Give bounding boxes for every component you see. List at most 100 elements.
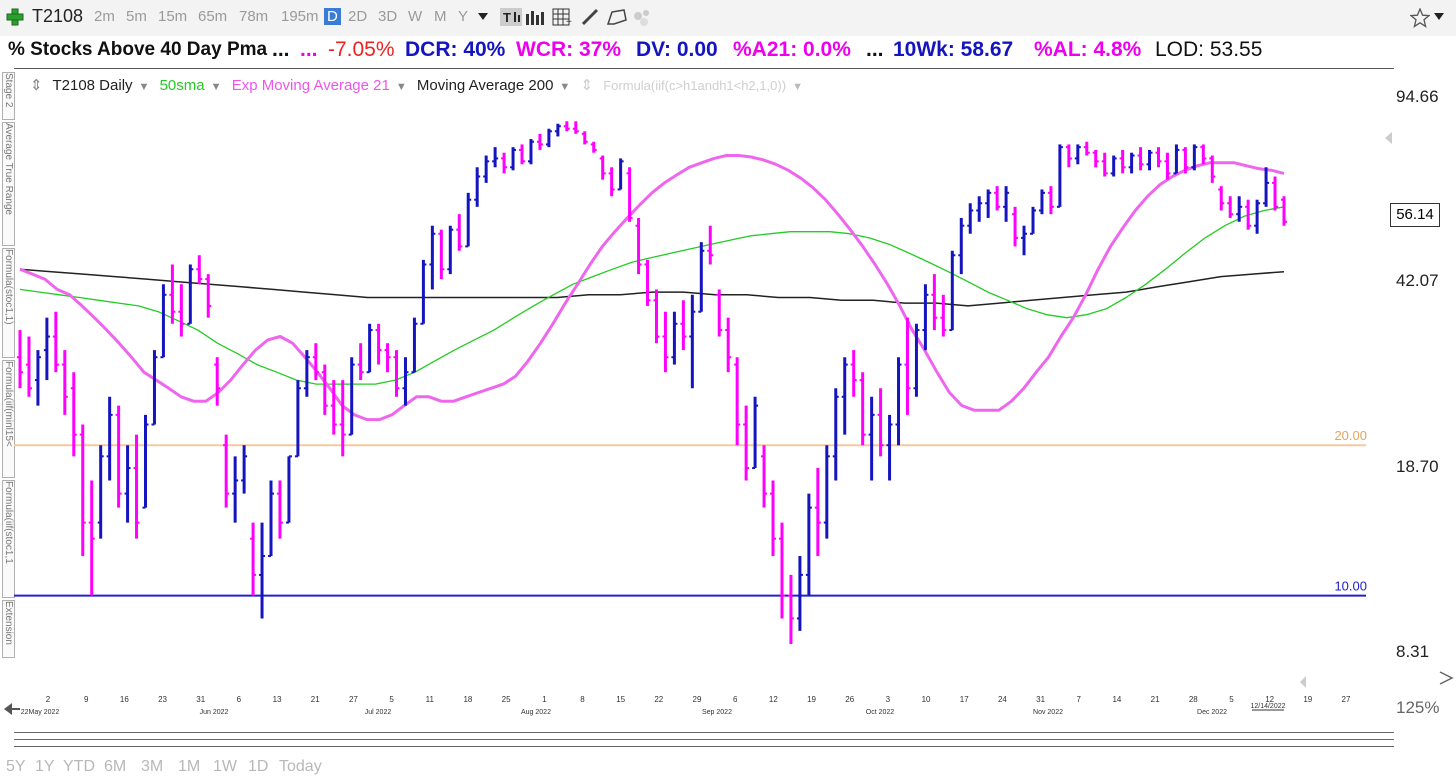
ohlc-bar (958, 217, 965, 275)
chart-scroll-arrow-icon[interactable] (1300, 676, 1306, 688)
timeframe-195m[interactable]: 195m (281, 8, 319, 25)
ohlc-bar (913, 323, 920, 397)
ohlc-bar (393, 350, 400, 397)
ohlc-bar (456, 214, 463, 251)
legend-formula[interactable]: Formula(iif(c>h1andh1<h2,1,0)) (603, 78, 787, 93)
legend-ema21[interactable]: Exp Moving Average 21 (231, 77, 390, 94)
timeframe-65m[interactable]: 65m (198, 8, 228, 25)
range-5y[interactable]: 5Y (6, 758, 26, 775)
sidetab-average-true-range[interactable]: Average True Range (2, 122, 15, 246)
ohlc-bar (312, 343, 319, 381)
timeframe-dropdown-icon[interactable] (478, 13, 488, 21)
legend-main[interactable]: T2108 Daily (52, 77, 133, 94)
separator-2 (14, 739, 1394, 740)
ohlc-bar (321, 364, 328, 415)
symbol-field[interactable]: T2108 (32, 6, 84, 26)
ohlc-bar (43, 317, 50, 381)
toolbar: T2108 2m 5m 15m 65m 78m 195m D 2D 3D W M… (0, 0, 1456, 37)
range-1w[interactable]: 1W (213, 758, 237, 775)
ohlc-bar (1047, 186, 1054, 215)
ohlc-bar (805, 493, 812, 596)
date-tick: 13 (273, 695, 282, 704)
draw-icon[interactable] (580, 8, 600, 26)
ohlc-bar (106, 396, 113, 481)
date-tick: 12 (769, 695, 778, 704)
date-month-label: Aug 2022 (521, 709, 551, 716)
ohlc-bar (34, 350, 41, 406)
indicator-icon[interactable]: + (552, 8, 574, 26)
price-scroll-arrow-icon[interactable] (1385, 132, 1392, 144)
bar-chart-icon[interactable] (525, 9, 545, 25)
price-label-94-66: 94.66 (1396, 87, 1439, 106)
sidetab-formula-minl[interactable]: Formula(iif(minl15< (2, 360, 15, 478)
ohlc-bar (1236, 196, 1243, 222)
timeframe-monthly[interactable]: M (434, 8, 447, 25)
ohlc-bar (662, 311, 669, 373)
date-tick: 24 (998, 695, 1007, 704)
timeframe-15m[interactable]: 15m (158, 8, 188, 25)
timeframe-5m[interactable]: 5m (126, 8, 147, 25)
ohlc-bar (859, 372, 866, 446)
ohlc-bar (79, 424, 86, 557)
scroll-left-icon[interactable] (4, 703, 20, 715)
legend-formula-move-icon[interactable]: ⇕ (580, 77, 594, 94)
range-ytd[interactable]: YTD (63, 758, 95, 775)
date-tick: 19 (807, 695, 816, 704)
ohlc-bar (339, 380, 346, 457)
ohlc-bar (581, 131, 588, 145)
ohlc-bar (411, 317, 418, 374)
legend-ema21-dropdown-icon[interactable]: ▼ (395, 81, 407, 93)
timeframe-2m[interactable]: 2m (94, 8, 115, 25)
ohlc-bar (366, 323, 373, 374)
add-icon[interactable] (6, 8, 24, 26)
ohlc-bar (465, 192, 472, 248)
settings-icon[interactable] (632, 8, 658, 28)
sidetab-formula-stoc[interactable]: Formula(stoc1,1) (2, 248, 15, 358)
chart-type-icon[interactable]: T (500, 8, 522, 26)
legend-sma50-dropdown-icon[interactable]: ▼ (210, 81, 222, 93)
ohlc-bar (1128, 152, 1135, 174)
sidetab-extension[interactable]: Extension (2, 600, 15, 658)
ohlc-bar (357, 343, 364, 381)
range-1y[interactable]: 1Y (35, 758, 55, 775)
sidetab-stage-2[interactable]: Stage 2 (2, 72, 15, 120)
ohlc-bar (1182, 147, 1189, 174)
timeframe-daily[interactable]: D (324, 8, 341, 25)
collapse-arrow-icon[interactable] (1438, 670, 1454, 686)
ohlc-bar (420, 259, 427, 325)
ohlc-bar (823, 445, 830, 539)
ohlc-bar (115, 405, 122, 508)
legend-ma200-dropdown-icon[interactable]: ▼ (559, 81, 571, 93)
timeframe-yearly[interactable]: Y (458, 8, 469, 25)
legend-ma200[interactable]: Moving Average 200 (416, 77, 554, 94)
timeframe-weekly[interactable]: W (408, 8, 423, 25)
annotation-icon[interactable] (606, 8, 628, 26)
range-1m[interactable]: 1M (178, 758, 201, 775)
timeframe-3d[interactable]: 3D (378, 8, 398, 25)
timeframe-78m[interactable]: 78m (239, 8, 269, 25)
star-dropdown-icon[interactable] (1434, 13, 1444, 21)
ma200-layer (19, 268, 1285, 307)
legend-main-dropdown-icon[interactable]: ▼ (138, 81, 150, 93)
range-6m[interactable]: 6M (104, 758, 127, 775)
ohlc-bar (725, 317, 732, 373)
range-today[interactable]: Today (279, 758, 322, 775)
legend-move-icon[interactable]: ⇕ (30, 77, 43, 94)
zoom-level[interactable]: 125% (1396, 698, 1440, 717)
ohlc-bars (17, 121, 1287, 644)
ohlc-bar (178, 284, 185, 337)
ohlc-bar (545, 128, 552, 148)
date-tick: 5 (1229, 695, 1234, 704)
star-icon[interactable] (1410, 8, 1430, 28)
sidetab-formula-stoc-2[interactable]: Formula(iif(stoc1,1 (2, 480, 15, 598)
ohlc-bar (886, 414, 893, 481)
ohlc-bar (752, 396, 759, 470)
ohlc-bar (1173, 144, 1180, 175)
legend-sma50[interactable]: 50sma (159, 77, 205, 94)
date-tick: 26 (845, 695, 854, 704)
legend-formula-dropdown-icon[interactable]: ▼ (792, 81, 803, 93)
timeframe-2d[interactable]: 2D (348, 8, 368, 25)
range-1d[interactable]: 1D (248, 758, 269, 775)
range-3m[interactable]: 3M (141, 758, 164, 775)
